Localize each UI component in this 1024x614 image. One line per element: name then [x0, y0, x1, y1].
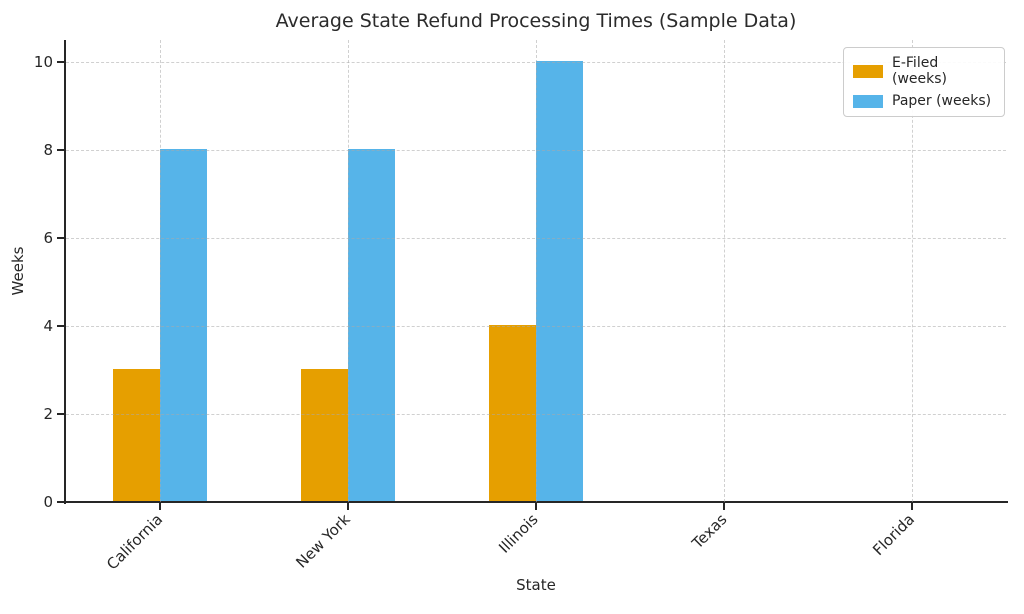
- bar-e-filed-weeks-illinois: [489, 325, 536, 501]
- y-tick-mark: [57, 501, 64, 503]
- plot-area: 0 2 4 6 8 10 California New York Illinois Texas Fl…: [34, 40, 1008, 573]
- bar-e-filed-weeks-new-york: [301, 369, 348, 501]
- legend-label: Paper (weeks): [892, 93, 992, 109]
- y-tick-label: 4: [43, 317, 53, 335]
- x-axis-label: State: [516, 576, 556, 594]
- y-axis-label: Weeks: [9, 246, 27, 296]
- x-tick-mark: [723, 503, 725, 510]
- x-tick-label: Illinois: [495, 510, 543, 557]
- bar-paper-weeks-new-york: [348, 149, 395, 501]
- x-tick-mark: [347, 503, 349, 510]
- legend-swatch-e-filed-weeks: [853, 64, 883, 78]
- gridline-v: [348, 40, 349, 502]
- legend-label: E-Filed (weeks): [892, 55, 948, 87]
- gridline-v: [724, 40, 725, 502]
- y-tick-label: 2: [43, 405, 53, 423]
- bar-paper-weeks-california: [160, 149, 207, 501]
- legend: E-Filed (weeks) Paper (weeks): [843, 47, 1005, 117]
- bar-paper-weeks-illinois: [536, 61, 583, 501]
- gridline-v: [912, 40, 913, 502]
- y-tick-mark: [57, 237, 64, 239]
- x-tick-label: Texas: [687, 510, 731, 553]
- y-tick-label: 0: [43, 493, 53, 511]
- y-tick-mark: [57, 413, 64, 415]
- x-tick-mark: [159, 503, 161, 510]
- legend-item-paper-weeks: Paper (weeks): [853, 93, 995, 109]
- x-tick-label: California: [102, 510, 167, 574]
- x-axis-spine: [64, 501, 1008, 503]
- x-tick-mark: [535, 503, 537, 510]
- legend-swatch-paper-weeks: [853, 94, 883, 108]
- y-tick-mark: [57, 149, 64, 151]
- chart-title: Average State Refund Processing Times (S…: [275, 10, 797, 32]
- gridline-v: [536, 40, 537, 502]
- y-tick-label: 8: [43, 141, 53, 159]
- x-tick-label: Florida: [869, 510, 919, 560]
- y-tick-mark: [57, 325, 64, 327]
- gridline-v: [160, 40, 161, 502]
- legend-item-e-filed-weeks: E-Filed (weeks): [853, 55, 995, 87]
- x-tick-label: New York: [292, 510, 355, 572]
- y-axis-spine: [64, 40, 66, 504]
- y-tick-label: 10: [33, 53, 53, 71]
- y-tick-mark: [57, 61, 64, 63]
- x-tick-mark: [911, 503, 913, 510]
- y-tick-label: 6: [43, 229, 53, 247]
- bar-e-filed-weeks-california: [113, 369, 160, 501]
